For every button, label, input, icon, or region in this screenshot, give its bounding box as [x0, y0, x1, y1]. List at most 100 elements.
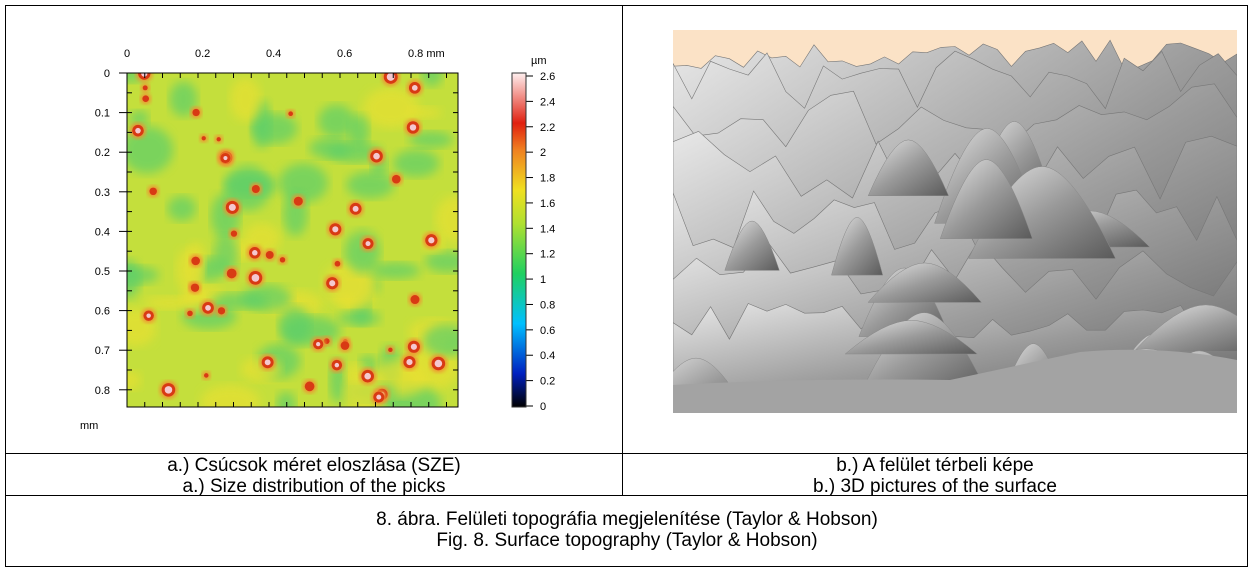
peak [265, 359, 271, 365]
green-patch [168, 196, 196, 221]
peak [388, 348, 392, 352]
peak [366, 241, 371, 246]
x-tick-label: 0.8 mm [408, 48, 445, 60]
caption-a: a.) Csúcsok méret eloszlása (SZE) a.) Si… [6, 455, 622, 497]
colorbar-tick-label: 2.6 [540, 71, 555, 83]
y-tick-label: 0.7 [95, 345, 110, 357]
peak [353, 206, 359, 212]
peak [288, 111, 293, 116]
peak [191, 284, 199, 292]
peak [410, 295, 419, 304]
green-patch [230, 78, 261, 122]
peak [227, 269, 237, 279]
green-patch [338, 310, 380, 326]
peak [332, 226, 338, 232]
peak [229, 204, 236, 211]
green-patch [121, 126, 173, 173]
y-tick-label: 0 [104, 68, 110, 80]
y-tick-label: 0.3 [95, 187, 110, 199]
x-tick-label: 0 [124, 48, 130, 60]
colorbar-tick-label: 1.2 [540, 249, 555, 261]
colorbar [512, 73, 526, 407]
colorbar-tick-label: 2.2 [540, 122, 555, 134]
peak [294, 197, 303, 206]
peak [410, 124, 416, 130]
peak [329, 280, 335, 286]
colorbar-tick-label: 0.8 [540, 299, 555, 311]
colorbar-tick-label: 2 [540, 147, 546, 159]
peak [392, 175, 401, 184]
peak [191, 257, 200, 266]
peak [435, 360, 443, 368]
colorbar-tick-label: 1.4 [540, 223, 555, 235]
peak [217, 137, 221, 141]
colorbar-tick-label: 1.8 [540, 173, 555, 185]
peak [231, 231, 237, 237]
main-caption-hu: 8. ábra. Felületi topográfia megjeleníté… [6, 509, 1248, 530]
peak [373, 153, 380, 160]
peak [364, 373, 371, 380]
peak [280, 257, 285, 262]
green-patch [213, 235, 238, 273]
y-tick-label: 0.4 [95, 226, 110, 238]
peak [202, 136, 206, 140]
peak [412, 85, 418, 91]
peak [192, 109, 199, 116]
peak [305, 382, 315, 392]
y-tick-label: 0.2 [95, 147, 110, 159]
colorbar-tick-label: 0 [540, 401, 546, 413]
x-tick-label: 0.2 [195, 48, 210, 60]
colorbar-unit: µm [531, 55, 547, 67]
y-tick-label: 0.5 [95, 266, 110, 278]
y-axis-unit: mm [80, 420, 98, 432]
peak [252, 185, 260, 193]
colorbar-tick-label: 1 [540, 274, 546, 286]
colorbar-tick-label: 0.2 [540, 376, 555, 388]
peak [204, 373, 209, 378]
colorbar-tick-label: 0.4 [540, 350, 555, 362]
peak [335, 261, 341, 267]
green-patch [348, 114, 369, 149]
green-patch [279, 306, 311, 345]
green-patch [371, 262, 420, 279]
colorbar-tick-label: 1.6 [540, 198, 555, 210]
peak [316, 342, 320, 346]
peak [146, 313, 150, 317]
caption-b-hu: b.) A felület térbeli képe [623, 455, 1247, 476]
y-tick-label: 0.1 [95, 108, 110, 120]
green-patch [346, 171, 394, 198]
caption-a-en: a.) Size distribution of the picks [6, 476, 622, 497]
peak [252, 250, 258, 256]
x-tick-label: 0.4 [266, 48, 281, 60]
surface-3d [638, 30, 1253, 426]
green-patch [435, 196, 472, 242]
y-tick-label: 0.8 [95, 385, 110, 397]
colorbar-tick-label: 0.6 [540, 325, 555, 337]
peak [142, 95, 149, 102]
colorbar-tick-label: 2.4 [540, 96, 555, 108]
peak [149, 188, 156, 195]
main-caption: 8. ábra. Felületi topográfia megjeleníté… [6, 509, 1248, 551]
page: 00.20.40.60.8 mm00.10.20.30.40.50.60.70.… [0, 0, 1253, 570]
peak [252, 274, 260, 282]
peak [406, 359, 412, 365]
peak [165, 386, 173, 394]
peak [428, 237, 434, 243]
peak [335, 363, 339, 367]
peak [135, 128, 141, 134]
peak [376, 395, 381, 400]
peak [143, 85, 148, 90]
peak [187, 311, 193, 317]
peak [411, 344, 417, 350]
main-caption-en: Fig. 8. Surface topography (Taylor & Hob… [6, 530, 1248, 551]
caption-b-en: b.) 3D pictures of the surface [623, 476, 1247, 497]
peak [266, 251, 274, 259]
peak [218, 307, 225, 314]
peak [205, 305, 211, 311]
green-patch [393, 150, 439, 178]
green-patch [423, 324, 468, 357]
green-patch [309, 138, 351, 159]
peak [223, 156, 227, 160]
caption-b: b.) A felület térbeli képe b.) 3D pictur… [623, 455, 1247, 497]
caption-a-hu: a.) Csúcsok méret eloszlása (SZE) [6, 455, 622, 476]
